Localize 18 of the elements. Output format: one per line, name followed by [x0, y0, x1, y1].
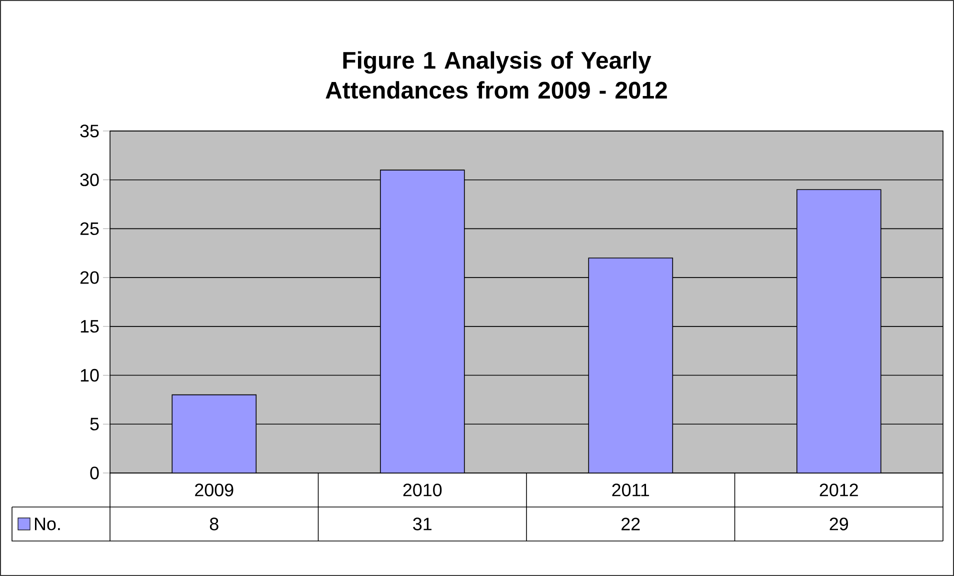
y-tick-label: 15 [80, 320, 99, 333]
data-label: 29 [830, 518, 848, 530]
x-tick-label: 2011 [612, 484, 650, 496]
data-label: 8 [210, 518, 218, 530]
x-tick-label: 2009 [195, 484, 234, 496]
y-tick-label: 0 [90, 466, 99, 480]
legend-label: No. [35, 518, 60, 530]
y-tick-label: 5 [90, 418, 99, 430]
y-tick-label: 30 [80, 173, 99, 186]
y-tick-label: 35 [80, 124, 99, 138]
data-label: 22 [622, 518, 640, 530]
y-tick-label: 10 [80, 368, 99, 382]
y-tick-label: 20 [80, 271, 99, 284]
x-tick-label: 2012 [820, 484, 858, 496]
y-tick-label: 25 [80, 222, 99, 236]
data-label: 31 [413, 518, 432, 530]
chart-title: Figure 1 Analysis of Yearly Attendances from 2009 - 2012 [326, 51, 667, 99]
x-tick-label: 2010 [403, 484, 442, 496]
